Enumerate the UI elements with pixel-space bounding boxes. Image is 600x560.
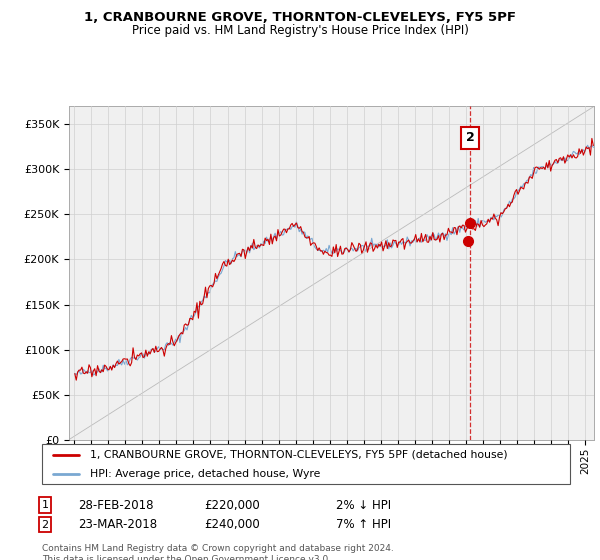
Text: 2% ↓ HPI: 2% ↓ HPI	[336, 498, 391, 512]
Text: Price paid vs. HM Land Registry's House Price Index (HPI): Price paid vs. HM Land Registry's House …	[131, 24, 469, 36]
Text: £240,000: £240,000	[204, 518, 260, 531]
FancyBboxPatch shape	[42, 444, 570, 484]
Text: £220,000: £220,000	[204, 498, 260, 512]
Text: 2: 2	[41, 520, 49, 530]
Text: 7% ↑ HPI: 7% ↑ HPI	[336, 518, 391, 531]
Text: 1: 1	[41, 500, 49, 510]
Text: 2: 2	[466, 132, 474, 144]
Text: 1, CRANBOURNE GROVE, THORNTON-CLEVELEYS, FY5 5PF: 1, CRANBOURNE GROVE, THORNTON-CLEVELEYS,…	[84, 11, 516, 24]
Text: 28-FEB-2018: 28-FEB-2018	[78, 498, 154, 512]
Text: 23-MAR-2018: 23-MAR-2018	[78, 518, 157, 531]
Text: 1, CRANBOURNE GROVE, THORNTON-CLEVELEYS, FY5 5PF (detached house): 1, CRANBOURNE GROVE, THORNTON-CLEVELEYS,…	[89, 450, 507, 460]
Text: HPI: Average price, detached house, Wyre: HPI: Average price, detached house, Wyre	[89, 469, 320, 478]
Text: Contains HM Land Registry data © Crown copyright and database right 2024.
This d: Contains HM Land Registry data © Crown c…	[42, 544, 394, 560]
